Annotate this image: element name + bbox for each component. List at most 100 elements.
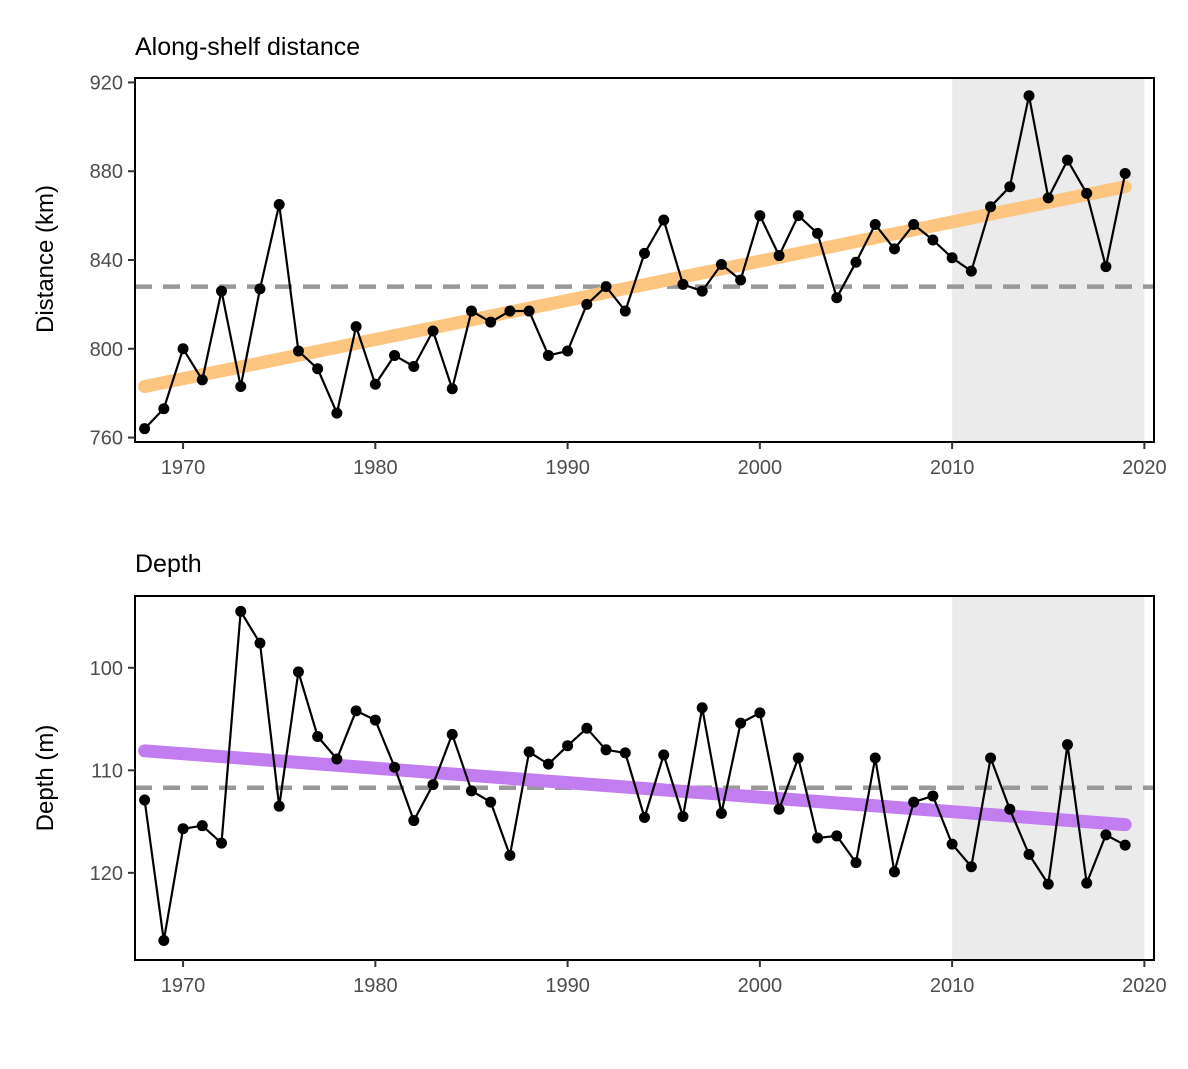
distance-x-tick-label: 1990 <box>545 457 590 479</box>
distance-data-point <box>216 285 228 297</box>
depth-data-point <box>581 722 593 734</box>
depth-data-point <box>389 761 401 773</box>
depth-data-point <box>1042 878 1054 890</box>
distance-data-point <box>946 252 958 264</box>
distance-y-tick-label: 760 <box>90 428 123 450</box>
depth-data-point <box>927 790 939 802</box>
depth-data-point <box>677 810 689 822</box>
depth-data-point <box>888 866 900 878</box>
distance-data-point <box>888 243 900 255</box>
distance-data-point <box>1119 167 1131 179</box>
distance-data-point <box>754 210 766 222</box>
depth-data-point <box>312 730 324 742</box>
depth-data-point <box>696 702 708 714</box>
depth-data-point <box>1119 839 1131 851</box>
distance-data-point <box>850 256 862 268</box>
depth-x-tick-label: 2000 <box>738 975 783 997</box>
distance-shaded-region <box>952 78 1145 442</box>
distance-data-point <box>600 281 612 293</box>
depth-data-point <box>254 637 266 649</box>
depth-data-point <box>216 837 228 849</box>
depth-data-point <box>1023 848 1035 860</box>
distance-data-point <box>1081 187 1093 199</box>
distance-data-point <box>869 218 881 230</box>
distance-panel: Along-shelf distance Distance (km) 1970 1… <box>32 33 1167 479</box>
distance-data-point <box>177 343 189 355</box>
distance-data-point <box>1004 181 1016 193</box>
depth-data-point <box>965 861 977 873</box>
distance-data-point <box>562 345 574 357</box>
distance-data-point <box>369 378 381 390</box>
depth-x-tick-label: 1980 <box>353 975 398 997</box>
depth-data-point <box>369 714 381 726</box>
distance-data-point <box>196 374 208 386</box>
depth-data-point <box>350 705 362 717</box>
depth-data-point <box>735 717 747 729</box>
distance-data-point <box>273 199 285 211</box>
depth-data-point <box>1100 829 1112 841</box>
distance-y-axis-label: Distance (km) <box>32 185 59 333</box>
depth-data-point <box>542 758 554 770</box>
distance-panel-title: Along-shelf distance <box>135 33 360 61</box>
distance-data-point <box>581 298 593 310</box>
distance-data-point <box>427 325 439 337</box>
depth-data-point <box>1061 739 1073 751</box>
distance-data-point <box>985 201 997 213</box>
distance-data-point <box>292 345 304 357</box>
distance-data-point <box>658 214 670 226</box>
distance-data-point <box>331 407 343 419</box>
distance-data-point <box>542 349 554 361</box>
depth-data-point <box>985 752 997 764</box>
distance-data-point <box>139 423 151 435</box>
distance-trend-line <box>138 180 1132 394</box>
depth-data-point <box>485 796 497 808</box>
distance-data-point <box>715 258 727 270</box>
distance-data-point <box>158 403 170 415</box>
distance-data-point <box>408 361 420 373</box>
depth-panel-border <box>134 595 1155 961</box>
distance-y-tick-label: 880 <box>90 161 123 183</box>
depth-series-line <box>143 610 1126 942</box>
depth-data-point <box>427 779 439 791</box>
distance-data-point <box>619 305 631 317</box>
distance-data-point <box>908 218 920 230</box>
distance-data-point <box>1042 192 1054 204</box>
depth-y-tick-label: 110 <box>91 760 123 782</box>
distance-data-point <box>735 274 747 286</box>
depth-data-point <box>562 740 574 752</box>
depth-data-point <box>946 838 958 850</box>
depth-data-point <box>619 747 631 759</box>
depth-data-point <box>504 849 516 861</box>
depth-x-tick-label: 1990 <box>545 975 590 997</box>
depth-y-axis-label: Depth (m) <box>32 725 59 832</box>
depth-data-point <box>523 746 535 758</box>
depth-data-point <box>139 794 151 806</box>
depth-data-point <box>446 728 458 740</box>
depth-x-tick-label: 1970 <box>161 975 206 997</box>
depth-panel: Depth Depth (m) 1970 1980 1990 2000 2010 2020… <box>32 550 1167 997</box>
depth-y-tick-label: 120 <box>90 863 123 885</box>
depth-data-point <box>331 753 343 765</box>
depth-data-point <box>773 803 785 815</box>
distance-data-point <box>696 285 708 297</box>
distance-data-point <box>523 305 535 317</box>
distance-y-tick-label: 800 <box>90 339 123 361</box>
distance-x-tick-label: 1980 <box>353 457 398 479</box>
depth-data-point <box>831 830 843 842</box>
depth-data-point <box>658 749 670 761</box>
distance-data-point <box>831 292 843 304</box>
depth-data-point <box>869 752 881 764</box>
distance-data-point <box>485 316 497 328</box>
depth-data-point <box>292 666 304 678</box>
depth-data-point <box>754 707 766 719</box>
depth-data-point <box>235 605 247 617</box>
distance-data-point <box>504 305 516 317</box>
distance-y-tick-label: 840 <box>90 250 123 272</box>
depth-data-point <box>639 811 650 823</box>
distance-data-point <box>312 363 324 375</box>
depth-data-point <box>273 800 285 812</box>
depth-shaded-region <box>952 596 1145 960</box>
distance-data-point <box>812 227 824 239</box>
distance-data-point <box>773 250 785 262</box>
